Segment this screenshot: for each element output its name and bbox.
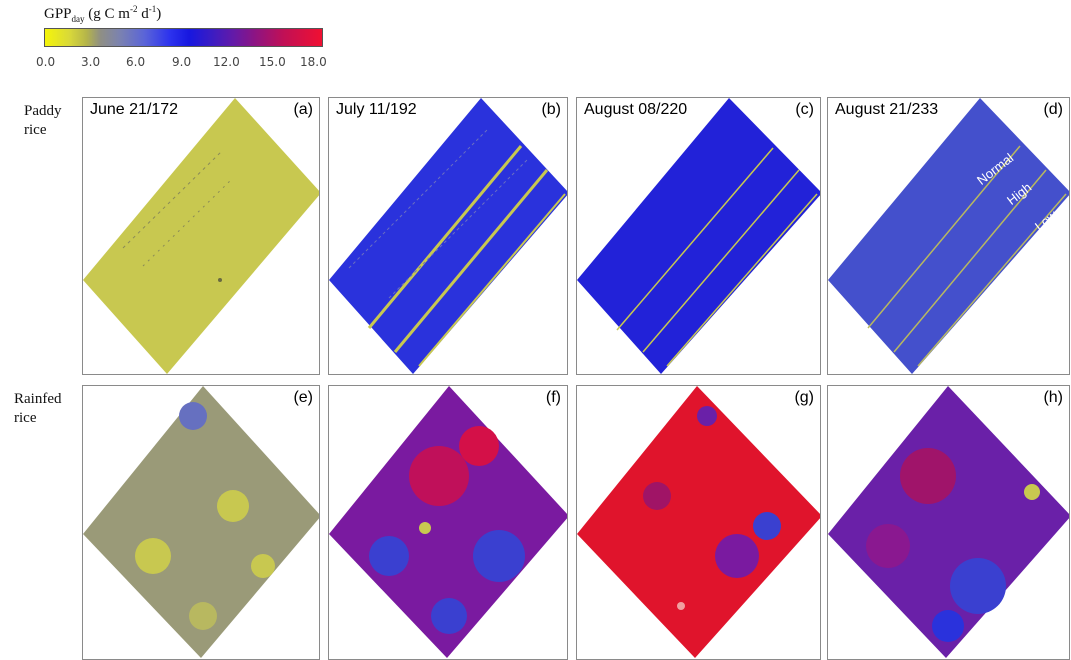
colorbar-tick: 18.0 xyxy=(300,55,326,69)
map-rainfed-h xyxy=(828,386,1069,658)
panel-letter: (f) xyxy=(545,389,561,406)
map-paddy-b xyxy=(329,98,567,374)
map-paddy-a xyxy=(83,98,319,374)
panel-title: July 11/192 xyxy=(336,101,417,118)
colorbar-tick: 0.0 xyxy=(36,55,56,69)
colorbar-title: GPPday (g C m-2 d-1) xyxy=(44,4,162,24)
panel-a: June 21/172 (a) xyxy=(82,97,320,375)
colorbar xyxy=(44,28,323,47)
panel-letter: (e) xyxy=(293,389,313,406)
row-label-paddy: Paddy rice xyxy=(24,103,62,138)
colorbar-tick: 3.0 xyxy=(81,55,101,69)
panel-b: July 11/192 (b) xyxy=(328,97,568,375)
panel-d: August 21/233 (d) Normal High Low xyxy=(827,97,1070,375)
panel-title: August 21/233 xyxy=(835,101,939,118)
panel-h: (h) xyxy=(827,385,1070,660)
panel-title: August 08/220 xyxy=(584,101,688,118)
colorbar-tick: 12.0 xyxy=(213,55,240,69)
map-paddy-c xyxy=(577,98,820,374)
panel-title: June 21/172 xyxy=(90,101,179,118)
map-rainfed-e xyxy=(83,386,319,658)
map-rainfed-f xyxy=(329,386,567,658)
panel-letter: (a) xyxy=(293,101,313,118)
row-label-rainfed: Rainfed rice xyxy=(14,391,62,426)
panel-letter: (c) xyxy=(795,101,814,118)
panel-letter: (d) xyxy=(1043,101,1063,118)
panel-letter: (g) xyxy=(794,389,814,406)
panel-f: (f) xyxy=(328,385,568,660)
colorbar-tick: 6.0 xyxy=(126,55,146,69)
panel-g: (g) xyxy=(576,385,821,660)
colorbar-tick: 9.0 xyxy=(172,55,192,69)
panel-c: August 08/220 (c) xyxy=(576,97,821,375)
panel-letter: (h) xyxy=(1043,389,1063,406)
map-rainfed-g xyxy=(577,386,820,658)
map-paddy-d xyxy=(828,98,1069,374)
panel-letter: (b) xyxy=(541,101,561,118)
panel-e: (e) xyxy=(82,385,320,660)
colorbar-tick: 15.0 xyxy=(259,55,286,69)
